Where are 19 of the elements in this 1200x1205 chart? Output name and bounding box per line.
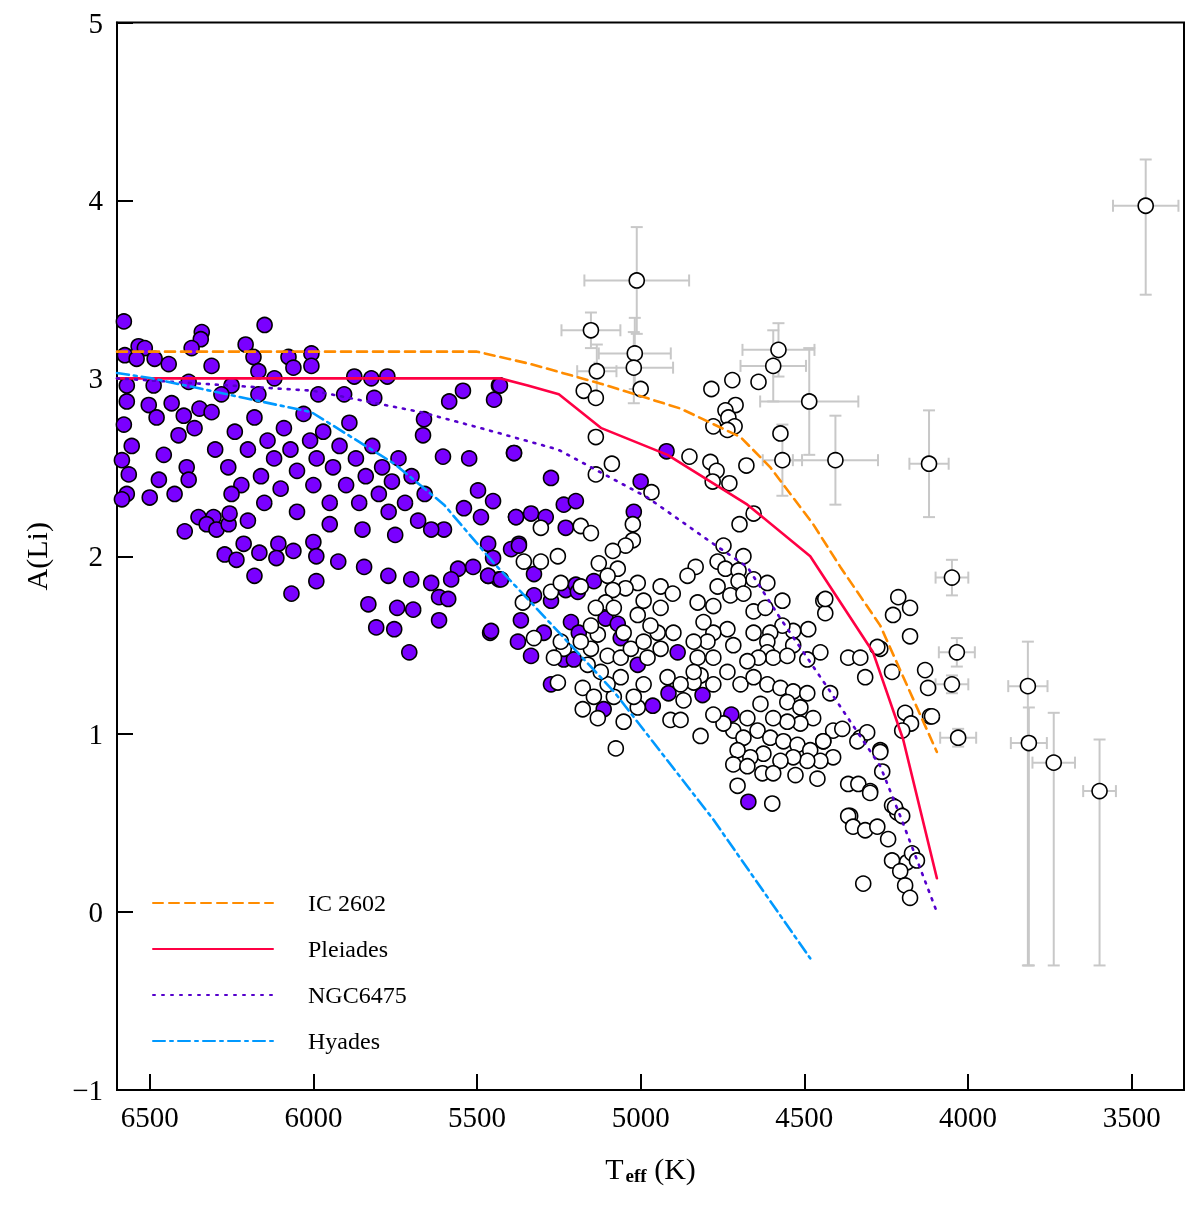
- legend-label: NGC6475: [308, 982, 407, 1008]
- y-tick-label: 2: [88, 540, 103, 573]
- y-tick-label: 3: [88, 362, 103, 395]
- y-tick-label: 5: [88, 6, 103, 39]
- x-tick-label: 5500: [448, 1100, 507, 1133]
- x-tick-label: 5000: [611, 1100, 670, 1133]
- x-tick-label: 4500: [775, 1100, 834, 1133]
- y-tick-label: 4: [88, 184, 104, 217]
- y-axis-title: A(Li): [19, 522, 54, 591]
- x-tick-label: 4000: [938, 1100, 997, 1133]
- legend-label: Hyades: [308, 1028, 380, 1054]
- y-tick-label: 0: [88, 896, 103, 929]
- y-tick-label: −1: [72, 1074, 103, 1106]
- legend-label: Pleiades: [308, 936, 388, 962]
- legend-label: IC 2602: [308, 890, 386, 916]
- x-tick-label: 3500: [1102, 1100, 1161, 1133]
- x-tick-label: 6500: [120, 1100, 179, 1133]
- x-tick-label: 6000: [284, 1100, 343, 1133]
- y-tick-label: 1: [88, 718, 103, 751]
